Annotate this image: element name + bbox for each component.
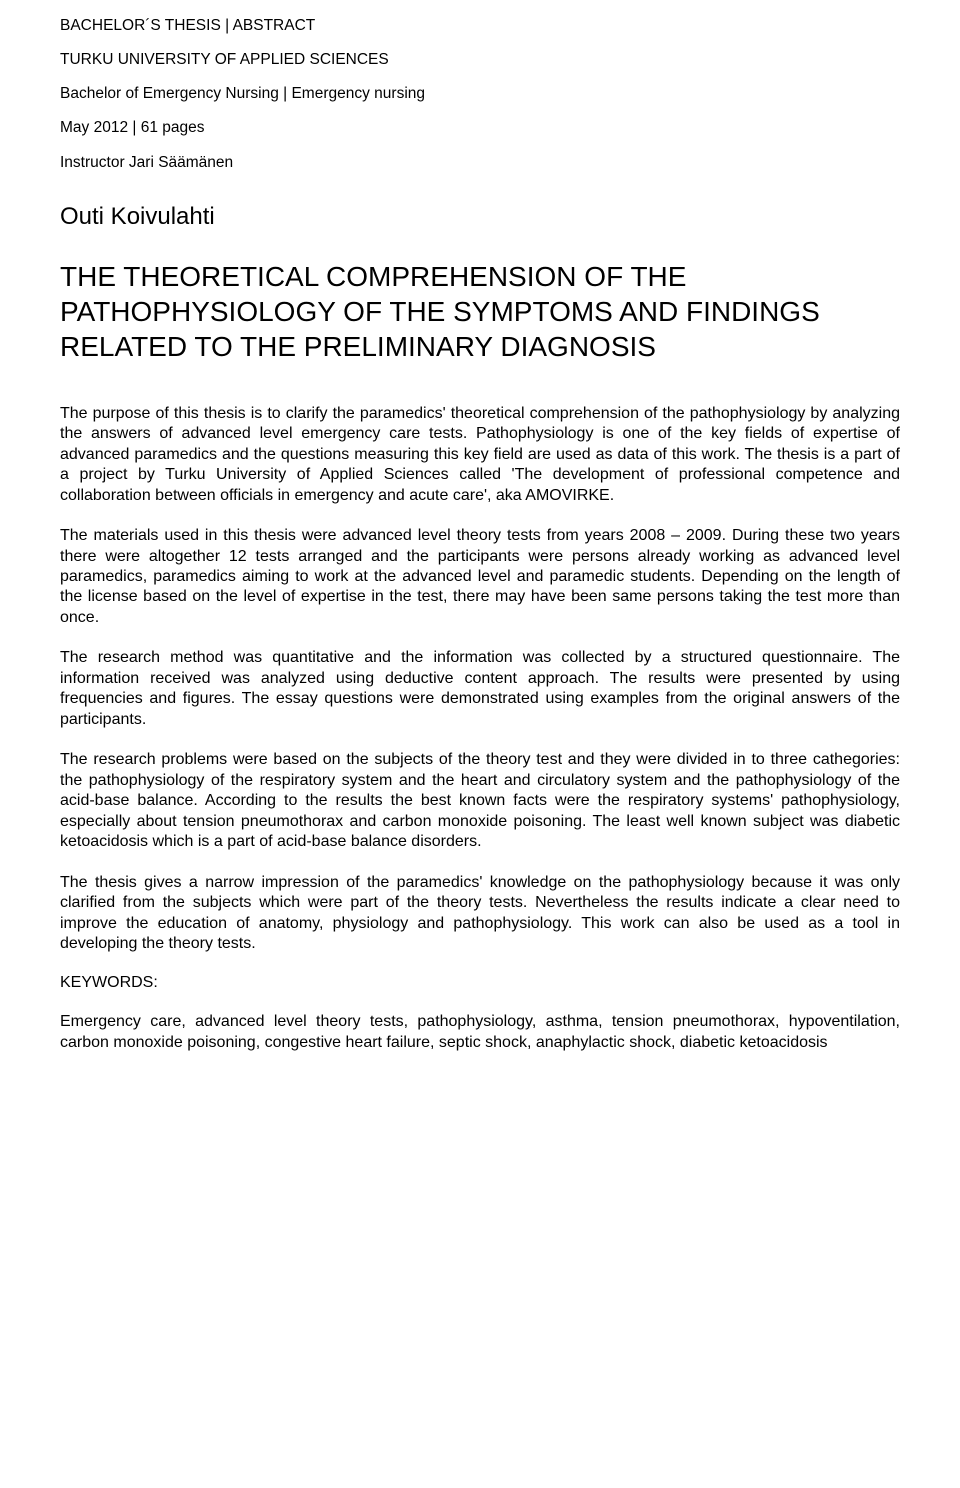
abstract-paragraph-2: The materials used in this thesis were a… (60, 526, 900, 628)
header-university: TURKU UNIVERSITY OF APPLIED SCIENCES (60, 50, 900, 70)
header-date-pages: May 2012 | 61 pages (60, 118, 900, 138)
abstract-page: BACHELOR´S THESIS | ABSTRACT TURKU UNIVE… (0, 0, 960, 1488)
header-program: Bachelor of Emergency Nursing | Emergenc… (60, 84, 900, 104)
header-thesis-type: BACHELOR´S THESIS | ABSTRACT (60, 16, 900, 36)
thesis-title: THE THEORETICAL COMPREHENSION OF THE PAT… (60, 259, 900, 364)
abstract-paragraph-4: The research problems were based on the … (60, 750, 900, 852)
keywords-list: Emergency care, advanced level theory te… (60, 1012, 900, 1053)
abstract-paragraph-3: The research method was quantitative and… (60, 648, 900, 730)
author-name: Outi Koivulahti (60, 203, 900, 231)
header-instructor: Instructor Jari Säämänen (60, 153, 900, 173)
keywords-label: KEYWORDS: (60, 974, 900, 992)
abstract-paragraph-5: The thesis gives a narrow impression of … (60, 873, 900, 955)
abstract-paragraph-1: The purpose of this thesis is to clarify… (60, 404, 900, 506)
